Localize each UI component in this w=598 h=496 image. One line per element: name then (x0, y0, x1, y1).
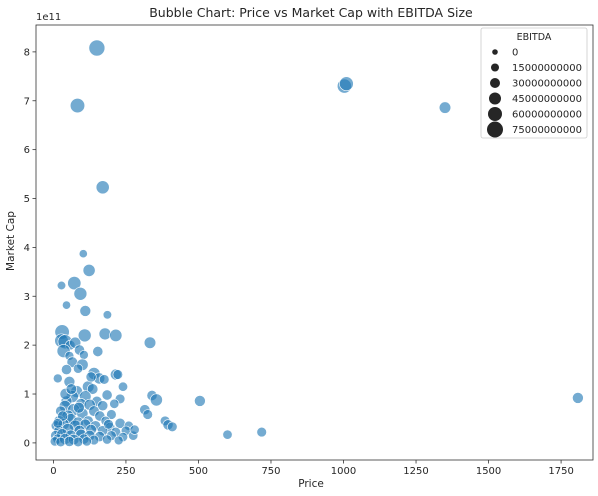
data-point (81, 436, 92, 447)
y-axis-ticks: 0 1 2 3 4 5 6 7 8 (24, 47, 36, 449)
data-point (72, 436, 84, 448)
data-point (79, 350, 89, 360)
data-point (65, 383, 78, 395)
data-point (92, 346, 104, 357)
legend-box (480, 27, 588, 139)
data-point (103, 419, 114, 430)
legend-entry-label: 30000000000 (512, 79, 582, 90)
data-point (62, 300, 71, 310)
data-point (82, 264, 96, 277)
data-point (86, 383, 99, 395)
legend-entries: 0 15000000000 30000000000 45000000000 600000… (487, 48, 582, 138)
data-point (52, 418, 63, 429)
data-point (97, 400, 109, 412)
y-tick-label: 1 (24, 390, 30, 401)
y-axis-multiplier: 1e11 (36, 12, 61, 23)
legend-marker (490, 78, 500, 88)
y-axis-label: Market Cap (5, 211, 17, 271)
data-point (73, 401, 85, 414)
data-point (109, 398, 120, 409)
y-tick-label: 2 (24, 341, 30, 352)
y-tick-label: 8 (24, 47, 30, 58)
data-point (112, 369, 123, 380)
legend-title: EBITDA (517, 32, 552, 43)
data-point (77, 328, 92, 343)
legend-marker (487, 121, 503, 138)
data-point (572, 392, 584, 404)
data-point (143, 336, 157, 349)
data-point (129, 424, 140, 435)
data-point (102, 310, 112, 320)
x-tick-label: 0 (50, 466, 56, 477)
data-point (339, 76, 354, 91)
data-point (52, 373, 63, 384)
legend-entry-label: 60000000000 (512, 110, 582, 121)
data-point (61, 364, 72, 376)
data-point (150, 393, 163, 407)
chart-title: Bubble Chart: Price vs Market Cap with E… (149, 5, 473, 20)
data-points (49, 39, 584, 448)
legend-entry-label: 0 (512, 48, 518, 59)
legend-entry-label: 45000000000 (512, 94, 582, 105)
y-tick-label: 0 (24, 438, 30, 449)
data-point (85, 371, 97, 383)
data-point (222, 429, 233, 440)
legend-marker (491, 63, 499, 72)
y-tick-label: 5 (24, 194, 30, 205)
data-point (118, 381, 129, 392)
data-point (57, 410, 69, 422)
x-tick-label: 500 (189, 466, 208, 477)
data-point (78, 249, 88, 259)
x-axis-label: Price (298, 478, 324, 490)
data-point (67, 276, 82, 291)
legend-marker (488, 107, 502, 121)
data-point (438, 101, 452, 114)
data-point (101, 389, 113, 401)
data-point (98, 327, 112, 341)
data-point (102, 434, 113, 445)
data-point (88, 39, 106, 57)
plot-frame (35, 24, 594, 461)
data-point (256, 426, 267, 438)
data-point (194, 395, 206, 407)
legend-marker (489, 92, 501, 105)
data-point (56, 280, 67, 291)
data-point (73, 286, 88, 301)
data-point (109, 328, 123, 342)
data-point (69, 98, 86, 114)
y-tick-label: 3 (24, 292, 30, 303)
y-tick-label: 7 (24, 96, 30, 107)
x-tick-label: 1000 (331, 466, 356, 477)
data-point (79, 305, 92, 317)
legend-entry-label: 75000000000 (512, 125, 582, 136)
data-point (95, 180, 110, 195)
data-point (73, 363, 84, 374)
legend: EBITDA 0 15000000000 30000000000 4500000000… (480, 27, 588, 139)
data-point (142, 409, 153, 420)
legend-marker (492, 49, 498, 55)
x-tick-label: 1500 (476, 466, 501, 477)
data-point (113, 435, 124, 446)
x-axis-ticks: 0 250 500 750 1000 1250 1500 1750 (50, 460, 574, 477)
x-tick-label: 250 (116, 466, 135, 477)
data-point (99, 374, 110, 385)
x-tick-label: 1750 (548, 466, 573, 477)
y-tick-label: 4 (24, 243, 30, 254)
x-tick-label: 750 (261, 466, 280, 477)
x-tick-label: 1250 (403, 466, 428, 477)
data-point (167, 421, 178, 432)
y-tick-label: 6 (24, 145, 30, 156)
legend-entry-label: 15000000000 (512, 63, 582, 74)
data-point (106, 409, 117, 420)
